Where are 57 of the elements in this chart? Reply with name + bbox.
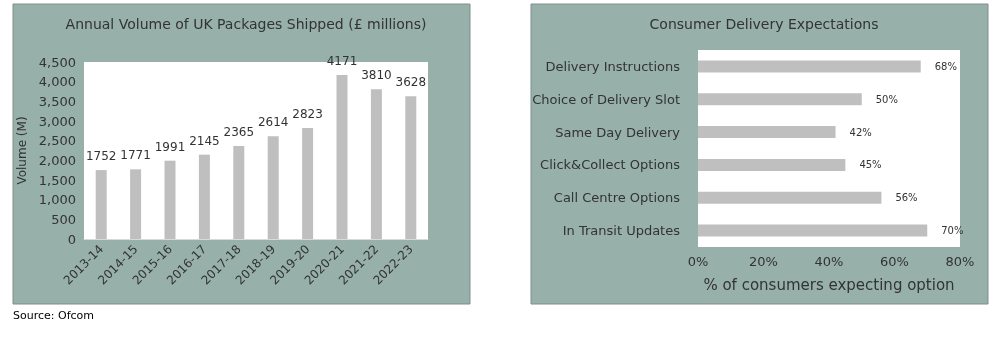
chart-title: Consumer Delivery Expectations xyxy=(649,16,879,32)
bar xyxy=(698,60,921,73)
bar xyxy=(698,126,836,139)
y-tick-label: 500 xyxy=(51,211,76,227)
x-tick-label: 60% xyxy=(880,254,909,269)
bar xyxy=(370,89,382,239)
bar xyxy=(405,96,417,239)
bar xyxy=(164,160,176,239)
y-tick-label: 0 xyxy=(67,231,76,247)
y-tick-label: 1,500 xyxy=(38,172,76,188)
y-tick-label: Click&Collect Options xyxy=(540,157,681,173)
data-label: 3628 xyxy=(395,75,427,90)
x-tick-label: 80% xyxy=(945,254,975,269)
y-tick-label: 4,500 xyxy=(38,54,76,70)
bar xyxy=(698,224,928,237)
data-label: 70% xyxy=(941,225,964,237)
bar xyxy=(698,158,846,171)
y-tick-label: 2,500 xyxy=(38,133,76,149)
y-tick-label: 3,000 xyxy=(38,113,76,129)
data-label: 1752 xyxy=(85,149,117,164)
y-tick-label: Choice of Delivery Slot xyxy=(532,91,680,107)
x-axis-title: % of consumers expecting option xyxy=(703,275,955,294)
y-tick-label: Delivery Instructions xyxy=(545,58,681,74)
y-tick-label: 1,000 xyxy=(38,192,76,208)
bar xyxy=(233,145,245,239)
data-label: 50% xyxy=(875,93,898,105)
data-label: 2823 xyxy=(292,106,323,121)
data-label: 42% xyxy=(849,126,872,138)
bar xyxy=(698,93,862,106)
bar xyxy=(302,127,314,239)
bar xyxy=(130,169,142,239)
y-tick-label: Same Day Delivery xyxy=(555,124,681,140)
data-label: 2145 xyxy=(189,133,220,148)
source-note: Source: Ofcom xyxy=(13,309,95,322)
data-label: 68% xyxy=(934,60,957,72)
data-label: 3810 xyxy=(361,68,392,83)
x-tick-label: 0% xyxy=(687,254,709,269)
data-label: 2365 xyxy=(223,124,255,139)
y-axis-title: Volume (M) xyxy=(14,116,29,185)
bar xyxy=(95,170,107,239)
x-tick-label: 20% xyxy=(749,254,778,269)
y-tick-label: In Transit Updates xyxy=(562,223,681,239)
x-tick-label: 40% xyxy=(814,254,844,269)
data-label: 2614 xyxy=(257,115,289,130)
data-label: 1771 xyxy=(120,148,151,163)
bar xyxy=(198,154,210,239)
bar xyxy=(698,191,882,204)
data-label: 45% xyxy=(859,159,882,171)
data-label: 56% xyxy=(895,192,918,204)
y-tick-label: 2,000 xyxy=(38,152,76,168)
chart-title: Annual Volume of UK Packages Shipped (£ millions) xyxy=(65,16,427,32)
bar xyxy=(267,136,279,239)
y-tick-label: 4,000 xyxy=(38,74,76,90)
y-tick-label: 3,500 xyxy=(38,93,76,109)
data-label: 1991 xyxy=(154,139,186,154)
y-tick-label: Call Centre Options xyxy=(553,190,681,206)
bar xyxy=(336,74,348,239)
